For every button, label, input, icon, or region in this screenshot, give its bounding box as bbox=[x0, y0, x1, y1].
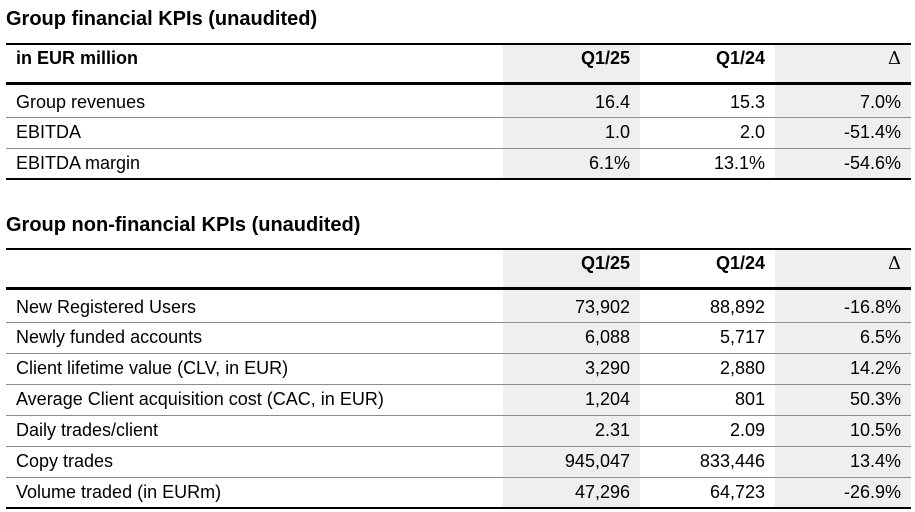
value-q1-25: 1.0 bbox=[503, 117, 640, 149]
row-label: EBITDA margin bbox=[6, 148, 503, 180]
value-delta: 10.5% bbox=[775, 415, 911, 447]
row-label: Newly funded accounts bbox=[6, 322, 503, 354]
header-label: in EUR million bbox=[16, 48, 139, 68]
value-q1-24: 5,717 bbox=[640, 322, 775, 354]
row-label: Client lifetime value (CLV, in EUR) bbox=[6, 353, 503, 385]
header-q1-25: Q1/25 bbox=[503, 44, 640, 83]
header-q1-24: Q1/24 bbox=[715, 48, 765, 68]
value-delta: -26.9% bbox=[775, 477, 911, 509]
value-q1-25: 47,296 bbox=[503, 477, 640, 509]
value-q1-24: 2.09 bbox=[640, 415, 775, 447]
value-delta: 50.3% bbox=[775, 384, 911, 416]
table-row: Copy trades 945,047 833,446 13.4% bbox=[6, 446, 911, 478]
value-q1-25: 1,204 bbox=[503, 384, 640, 416]
value-delta: -16.8% bbox=[775, 288, 911, 323]
header-delta: Δ bbox=[775, 44, 911, 83]
table-row: Volume traded (in EURm) 47,296 64,723 -2… bbox=[6, 477, 911, 509]
non-financial-kpis-table: Q1/25 Q1/24 Δ New Registered Users 73,90… bbox=[6, 248, 911, 509]
value-q1-24: 13.1% bbox=[640, 148, 775, 180]
value-q1-25: 3,290 bbox=[503, 353, 640, 385]
row-label: Copy trades bbox=[6, 446, 503, 478]
value-delta: 13.4% bbox=[775, 446, 911, 478]
table-header-row: Q1/25 Q1/24 Δ bbox=[6, 249, 911, 288]
value-q1-24: 2.0 bbox=[640, 117, 775, 149]
non-financial-kpis-title: Group non-financial KPIs (unaudited) bbox=[6, 214, 361, 236]
financial-kpis-table: in EUR million Q1/25 Q1/24 Δ Group reven… bbox=[6, 43, 911, 180]
table-row: New Registered Users 73,902 88,892 -16.8… bbox=[6, 288, 911, 323]
value-delta: 14.2% bbox=[775, 353, 911, 385]
table-row: EBITDA margin 6.1% 13.1% -54.6% bbox=[6, 148, 911, 180]
table-row: EBITDA 1.0 2.0 -51.4% bbox=[6, 117, 911, 149]
value-q1-24: 15.3 bbox=[640, 83, 775, 118]
row-label: Average Client acquisition cost (CAC, in… bbox=[6, 384, 503, 416]
row-label: New Registered Users bbox=[6, 288, 503, 323]
row-label: Group revenues bbox=[6, 83, 503, 118]
value-delta: 6.5% bbox=[775, 322, 911, 354]
value-q1-24: 833,446 bbox=[640, 446, 775, 478]
header-delta: Δ bbox=[775, 249, 911, 288]
value-q1-24: 801 bbox=[640, 384, 775, 416]
value-q1-25: 6.1% bbox=[503, 148, 640, 180]
value-q1-25: 945,047 bbox=[503, 446, 640, 478]
value-q1-25: 73,902 bbox=[503, 288, 640, 323]
value-q1-24: 64,723 bbox=[640, 477, 775, 509]
header-q1-25: Q1/25 bbox=[503, 249, 640, 288]
row-label: EBITDA bbox=[6, 117, 503, 149]
table-row: Group revenues 16.4 15.3 7.0% bbox=[6, 83, 911, 118]
value-delta: 7.0% bbox=[775, 83, 911, 118]
table-row: Newly funded accounts 6,088 5,717 6.5% bbox=[6, 322, 911, 354]
financial-kpis-title: Group financial KPIs (unaudited) bbox=[6, 8, 318, 30]
value-delta: -54.6% bbox=[775, 148, 911, 180]
table-row: Average Client acquisition cost (CAC, in… bbox=[6, 384, 911, 416]
table-row: Client lifetime value (CLV, in EUR) 3,29… bbox=[6, 353, 911, 385]
value-q1-24: 88,892 bbox=[640, 288, 775, 323]
row-label: Volume traded (in EURm) bbox=[6, 477, 503, 509]
table-row: Daily trades/client 2.31 2.09 10.5% bbox=[6, 415, 911, 447]
value-delta: -51.4% bbox=[775, 117, 911, 149]
value-q1-25: 2.31 bbox=[503, 415, 640, 447]
value-q1-25: 16.4 bbox=[503, 83, 640, 118]
row-label: Daily trades/client bbox=[6, 415, 503, 447]
table-header-row: in EUR million Q1/25 Q1/24 Δ bbox=[6, 44, 911, 83]
header-q1-24: Q1/24 bbox=[715, 253, 765, 273]
value-q1-24: 2,880 bbox=[640, 353, 775, 385]
value-q1-25: 6,088 bbox=[503, 322, 640, 354]
header-label bbox=[6, 249, 503, 288]
